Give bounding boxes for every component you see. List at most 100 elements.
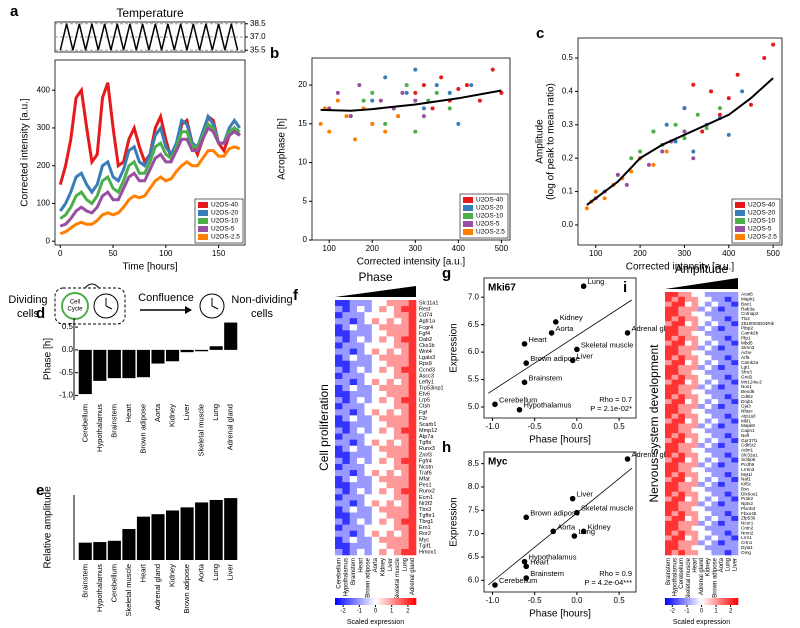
x-tick-label: Adrenal gland xyxy=(153,564,162,610)
heatmap-cell xyxy=(724,369,732,376)
point xyxy=(569,495,576,502)
heatmap-cell xyxy=(678,389,686,395)
point xyxy=(726,132,731,137)
heatmap-cell xyxy=(386,403,395,410)
heatmap-cell xyxy=(379,548,387,556)
heatmap-cell xyxy=(342,445,351,453)
heatmap-cell xyxy=(357,336,365,343)
heatmap-cell xyxy=(349,324,358,331)
heatmap-cell xyxy=(386,524,395,532)
colorbar-segment xyxy=(681,598,684,605)
colorbar-tick-label: 0 xyxy=(374,609,378,615)
point xyxy=(327,129,332,134)
heatmap-cell xyxy=(698,491,706,497)
heatmap-cell xyxy=(698,462,706,468)
heatmap-cell xyxy=(724,457,732,463)
heatmap-cell xyxy=(678,501,686,507)
heatmap-cell xyxy=(665,501,672,507)
y-tick-label: -1.0 xyxy=(59,391,73,400)
row-label: Cd74 xyxy=(419,313,432,319)
heatmap-cell xyxy=(364,306,373,313)
heatmap-cell xyxy=(724,340,732,346)
x-tick-label: Skeletal muscle xyxy=(124,564,133,617)
heatmap-cell xyxy=(718,428,726,434)
row-label: Pcdh9 xyxy=(741,462,755,467)
heatmap-cell xyxy=(731,428,739,434)
heatmap-cell xyxy=(386,463,395,471)
point xyxy=(673,139,678,144)
heatmap-cell xyxy=(724,345,732,351)
heatmap-cell xyxy=(364,524,373,532)
heatmap-cell xyxy=(731,340,739,346)
heatmap-cell xyxy=(718,506,726,512)
heatmap-cell xyxy=(401,518,409,525)
heatmap-cell xyxy=(698,379,706,385)
colorbar-tick-label: -1 xyxy=(357,609,363,615)
heatmap-cell xyxy=(711,525,719,531)
heatmap-cell xyxy=(408,421,417,428)
heatmap-cell xyxy=(386,506,395,513)
colorbar-segment xyxy=(674,598,677,605)
arrow-head xyxy=(185,306,192,314)
colorbar-segment xyxy=(365,598,368,605)
heatmap-cell xyxy=(704,535,712,541)
heatmap-cell xyxy=(671,316,679,322)
colorbar-tick-label: 2 xyxy=(729,609,733,615)
heatmap-cell xyxy=(698,477,706,483)
heatmap-cell xyxy=(704,506,712,512)
x-tick-label: 500 xyxy=(495,244,509,253)
column-label: Brainstem xyxy=(351,558,357,585)
heatmap-cell xyxy=(401,488,409,495)
heatmap-cell xyxy=(678,369,686,376)
heatmap-cell xyxy=(379,451,387,459)
heatmap-cell xyxy=(731,457,739,463)
row-label: Sfrs3 xyxy=(741,370,752,375)
heatmap-cell xyxy=(408,494,417,501)
heatmap-cell xyxy=(698,423,706,429)
heatmap-cell xyxy=(371,342,380,349)
heatmap-cell xyxy=(678,311,686,317)
heatmap-cell xyxy=(335,494,343,501)
point xyxy=(629,169,634,174)
heatmap-cell xyxy=(724,355,732,361)
heatmap-cell xyxy=(665,428,672,434)
heatmap-cell xyxy=(364,500,373,507)
heatmap-cell xyxy=(698,511,706,517)
heatmap-cell xyxy=(379,348,387,355)
heatmap-cell xyxy=(718,540,726,546)
heatmap-cell xyxy=(371,445,380,453)
heatmap-cell xyxy=(724,442,732,449)
colorbar-segment xyxy=(725,598,728,605)
ramp-wedge xyxy=(335,286,416,297)
heatmap-cell xyxy=(364,300,373,307)
row-label: Prok2 xyxy=(741,496,753,501)
heatmap-cell xyxy=(665,506,672,512)
heatmap-cell xyxy=(379,457,387,465)
heatmap-cell xyxy=(342,482,351,489)
heatmap-cell xyxy=(408,360,417,368)
heatmap-cell xyxy=(671,496,679,502)
heatmap-cell xyxy=(731,423,739,429)
heatmap-cell xyxy=(342,512,351,519)
row-label: Traf6 xyxy=(419,470,432,476)
heatmap-cell xyxy=(671,340,679,346)
heatmap-cell xyxy=(691,413,699,419)
heatmap-cell xyxy=(678,477,686,483)
row-label: Mfat xyxy=(419,477,430,483)
heatmap-cell xyxy=(401,476,409,483)
heatmap-cell xyxy=(357,385,365,392)
heatmap-cell xyxy=(335,476,343,483)
legend-label: U2OS-10 xyxy=(211,218,238,225)
heatmap-cell xyxy=(386,427,395,434)
heatmap-cell xyxy=(342,324,351,331)
heatmap-cell xyxy=(731,442,739,449)
heatmap-cell xyxy=(691,326,699,332)
heatmap-cell xyxy=(698,374,706,380)
heatmap-cell xyxy=(408,397,417,404)
heatmap-cell xyxy=(371,427,380,434)
row-label: Nefl xyxy=(741,433,749,438)
heatmap-cell xyxy=(671,355,679,361)
heatmap-cell xyxy=(408,300,417,307)
heatmap-cell xyxy=(665,540,672,546)
heatmap-cell xyxy=(691,433,699,439)
